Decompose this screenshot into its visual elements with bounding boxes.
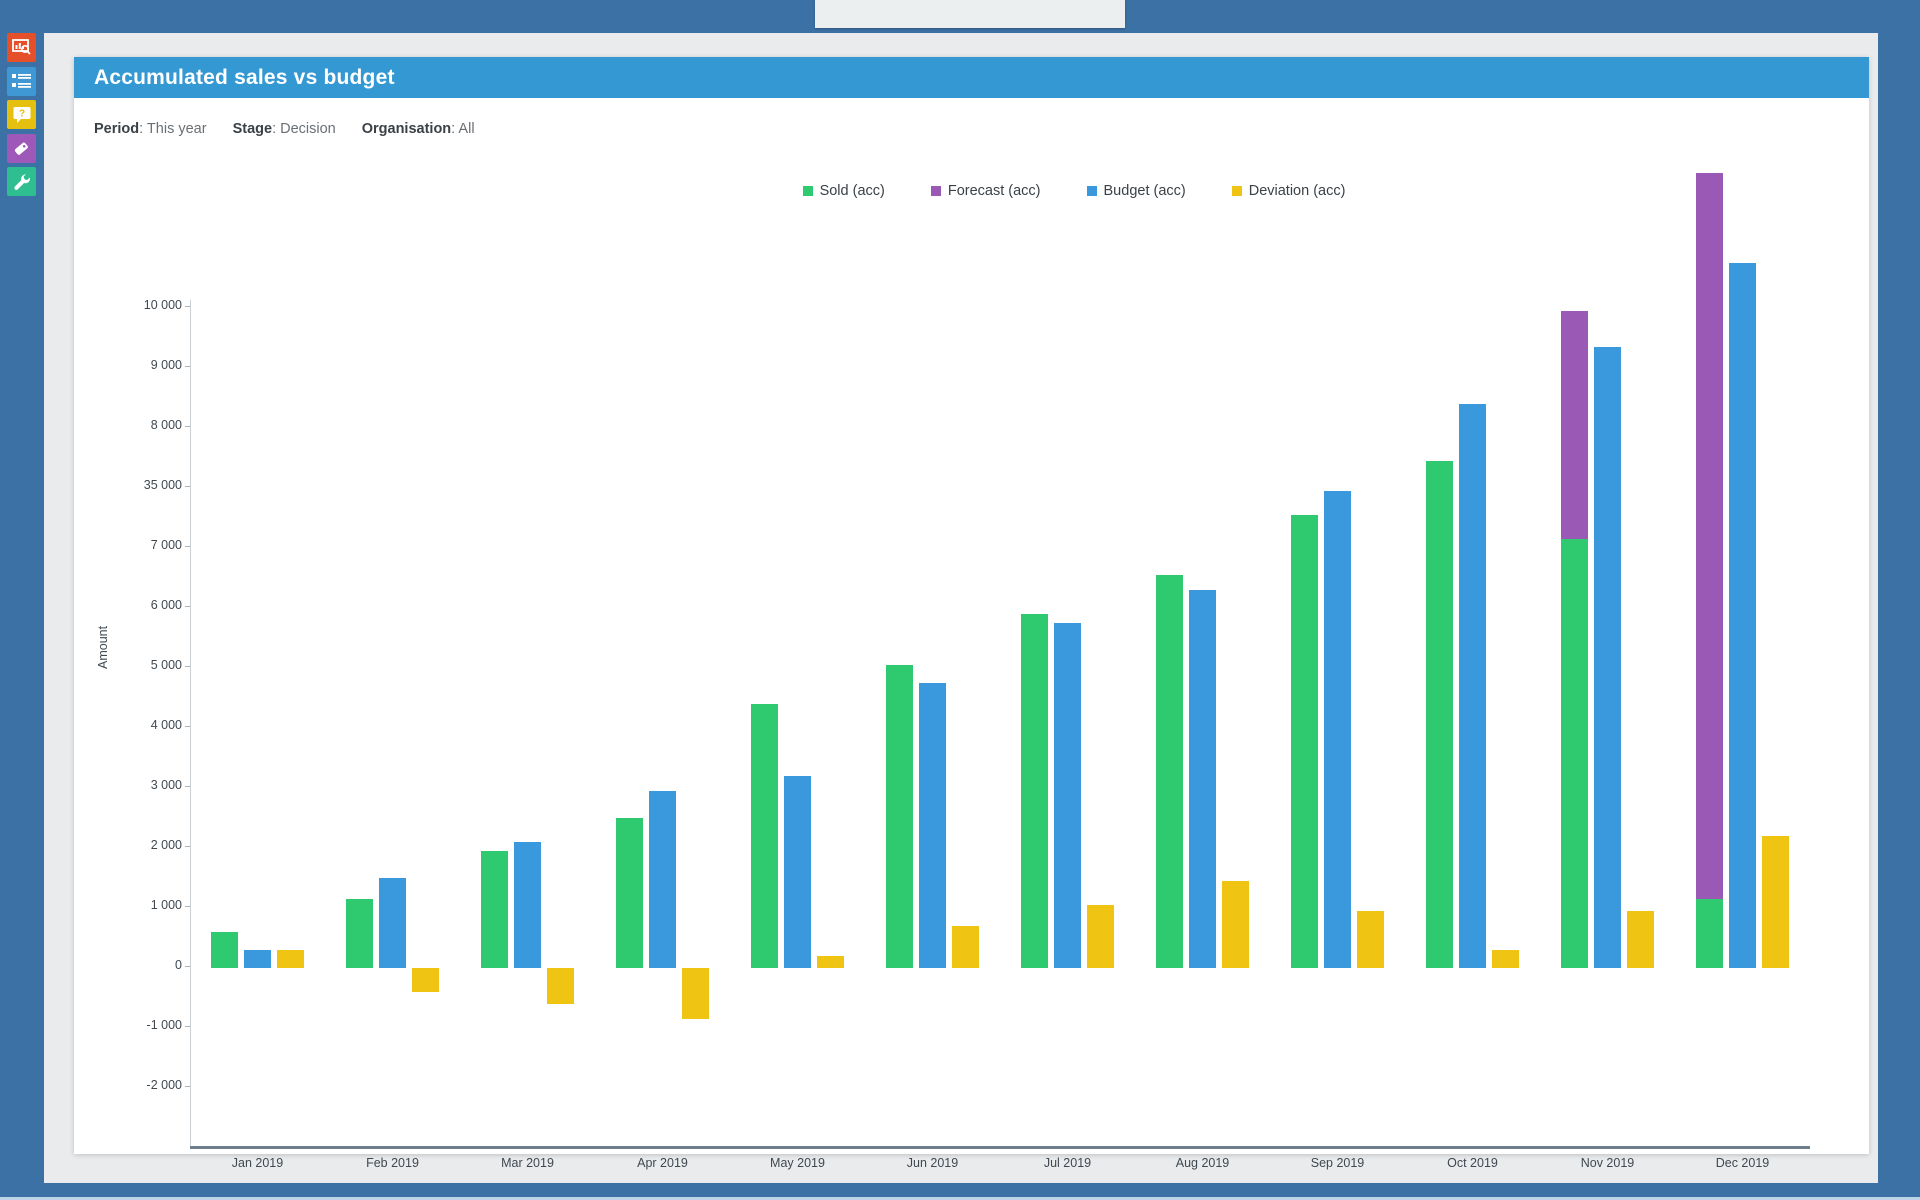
chart-search-icon: [12, 38, 31, 57]
bar-budget[interactable]: [1189, 590, 1216, 968]
y-axis-tick-label: -2 000: [122, 1078, 182, 1092]
x-axis-tick-label: Jun 2019: [865, 1156, 1000, 1170]
bar-deviation[interactable]: [817, 956, 844, 968]
x-axis-tick-label: Dec 2019: [1675, 1156, 1810, 1170]
y-axis-tick-label: 9 000: [122, 358, 182, 372]
x-axis-tick-label: Mar 2019: [460, 1156, 595, 1170]
bar-sold[interactable]: [211, 932, 238, 968]
y-axis-tick-label: 0: [122, 958, 182, 972]
bar-budget[interactable]: [514, 842, 541, 968]
y-axis-tick-label: 1 000: [122, 898, 182, 912]
bar-deviation[interactable]: [1357, 911, 1384, 968]
y-axis-tick: [185, 1086, 190, 1087]
y-axis-tick: [185, 906, 190, 907]
bar-sold[interactable]: [886, 665, 913, 968]
bottom-bar: [0, 1183, 1920, 1197]
x-axis-tick-label: May 2019: [730, 1156, 865, 1170]
bar-sold[interactable]: [1156, 575, 1183, 968]
y-axis-tick-label: 8 000: [122, 418, 182, 432]
bar-budget[interactable]: [1459, 404, 1486, 968]
tag-icon: [12, 139, 31, 158]
bar-forecast[interactable]: [1561, 311, 1588, 539]
bar-deviation[interactable]: [1087, 905, 1114, 968]
x-axis-tick-label: Oct 2019: [1405, 1156, 1540, 1170]
y-axis-tick-label: 10 000: [122, 298, 182, 312]
bar-sold[interactable]: [616, 818, 643, 968]
bar-deviation[interactable]: [1627, 911, 1654, 968]
sidebar-item-list-view[interactable]: [7, 67, 36, 96]
y-axis-line: [190, 300, 191, 1146]
bar-sold[interactable]: [1426, 461, 1453, 968]
bar-sold[interactable]: [1291, 515, 1318, 968]
x-axis-tick-label: Feb 2019: [325, 1156, 460, 1170]
x-axis-tick-label: Jul 2019: [1000, 1156, 1135, 1170]
y-axis-tick: [185, 786, 190, 787]
bar-deviation[interactable]: [682, 968, 709, 1019]
y-axis-tick-label: -1 000: [122, 1018, 182, 1032]
sidebar-item-tags[interactable]: [7, 134, 36, 163]
report-card: Accumulated sales vs budget Period: This…: [74, 57, 1869, 1154]
y-axis-tick: [185, 546, 190, 547]
sidebar-item-settings[interactable]: [7, 167, 36, 196]
bar-sold[interactable]: [1561, 539, 1588, 968]
bar-forecast[interactable]: [1696, 173, 1723, 899]
y-axis-tick: [185, 966, 190, 967]
bar-budget[interactable]: [244, 950, 271, 968]
bar-deviation[interactable]: [412, 968, 439, 992]
wrench-icon: [13, 173, 31, 191]
bar-sold[interactable]: [346, 899, 373, 968]
x-axis-tick-label: Sep 2019: [1270, 1156, 1405, 1170]
y-axis-tick: [185, 606, 190, 607]
bar-budget[interactable]: [1324, 491, 1351, 968]
y-axis-tick: [185, 1026, 190, 1027]
y-axis-tick-label: 5 000: [122, 658, 182, 672]
y-axis-tick-label: 4 000: [122, 718, 182, 732]
bar-sold[interactable]: [481, 851, 508, 968]
y-axis-tick-label: 7 000: [122, 538, 182, 552]
bar-budget[interactable]: [919, 683, 946, 968]
bar-deviation[interactable]: [1222, 881, 1249, 968]
y-axis-tick: [185, 666, 190, 667]
y-axis-tick: [185, 726, 190, 727]
bar-deviation[interactable]: [1492, 950, 1519, 968]
window-tab[interactable]: [815, 0, 1125, 28]
y-axis-tick: [185, 846, 190, 847]
bar-budget[interactable]: [379, 878, 406, 968]
bar-deviation[interactable]: [1762, 836, 1789, 968]
x-axis-tick-label: Aug 2019: [1135, 1156, 1270, 1170]
bar-deviation[interactable]: [277, 950, 304, 968]
y-axis-tick-label: 6 000: [122, 598, 182, 612]
sidebar-item-report-search[interactable]: [7, 33, 36, 62]
list-icon: [12, 73, 31, 90]
y-axis-tick: [185, 486, 190, 487]
accumulated-sales-chart: 10 000 9 000 8 000 35 000 7 000 6 000 5 000 4 0…: [74, 57, 1869, 1154]
bar-sold[interactable]: [751, 704, 778, 968]
bar-budget[interactable]: [649, 791, 676, 968]
sidebar: ?: [0, 33, 44, 1183]
y-axis-tick: [185, 306, 190, 307]
sidebar-item-help[interactable]: ?: [7, 100, 36, 129]
bar-budget[interactable]: [1729, 263, 1756, 968]
y-axis-tick-label: 35 000: [122, 478, 182, 492]
question-bubble-icon: ?: [13, 106, 31, 124]
bar-deviation[interactable]: [547, 968, 574, 1004]
x-axis-tick-label: Apr 2019: [595, 1156, 730, 1170]
y-axis-tick: [185, 426, 190, 427]
y-axis-tick: [185, 366, 190, 367]
bar-sold[interactable]: [1021, 614, 1048, 968]
y-axis-tick-label: 2 000: [122, 838, 182, 852]
bar-sold[interactable]: [1696, 899, 1723, 968]
x-axis-tick-label: Jan 2019: [190, 1156, 325, 1170]
x-axis-line: [190, 1146, 1810, 1149]
svg-text:?: ?: [18, 108, 24, 119]
bar-deviation[interactable]: [952, 926, 979, 968]
bar-budget[interactable]: [1594, 347, 1621, 968]
x-axis-tick-label: Nov 2019: [1540, 1156, 1675, 1170]
bar-budget[interactable]: [1054, 623, 1081, 968]
y-axis-tick-label: 3 000: [122, 778, 182, 792]
bar-budget[interactable]: [784, 776, 811, 968]
y-axis-title: Amount: [96, 619, 110, 669]
